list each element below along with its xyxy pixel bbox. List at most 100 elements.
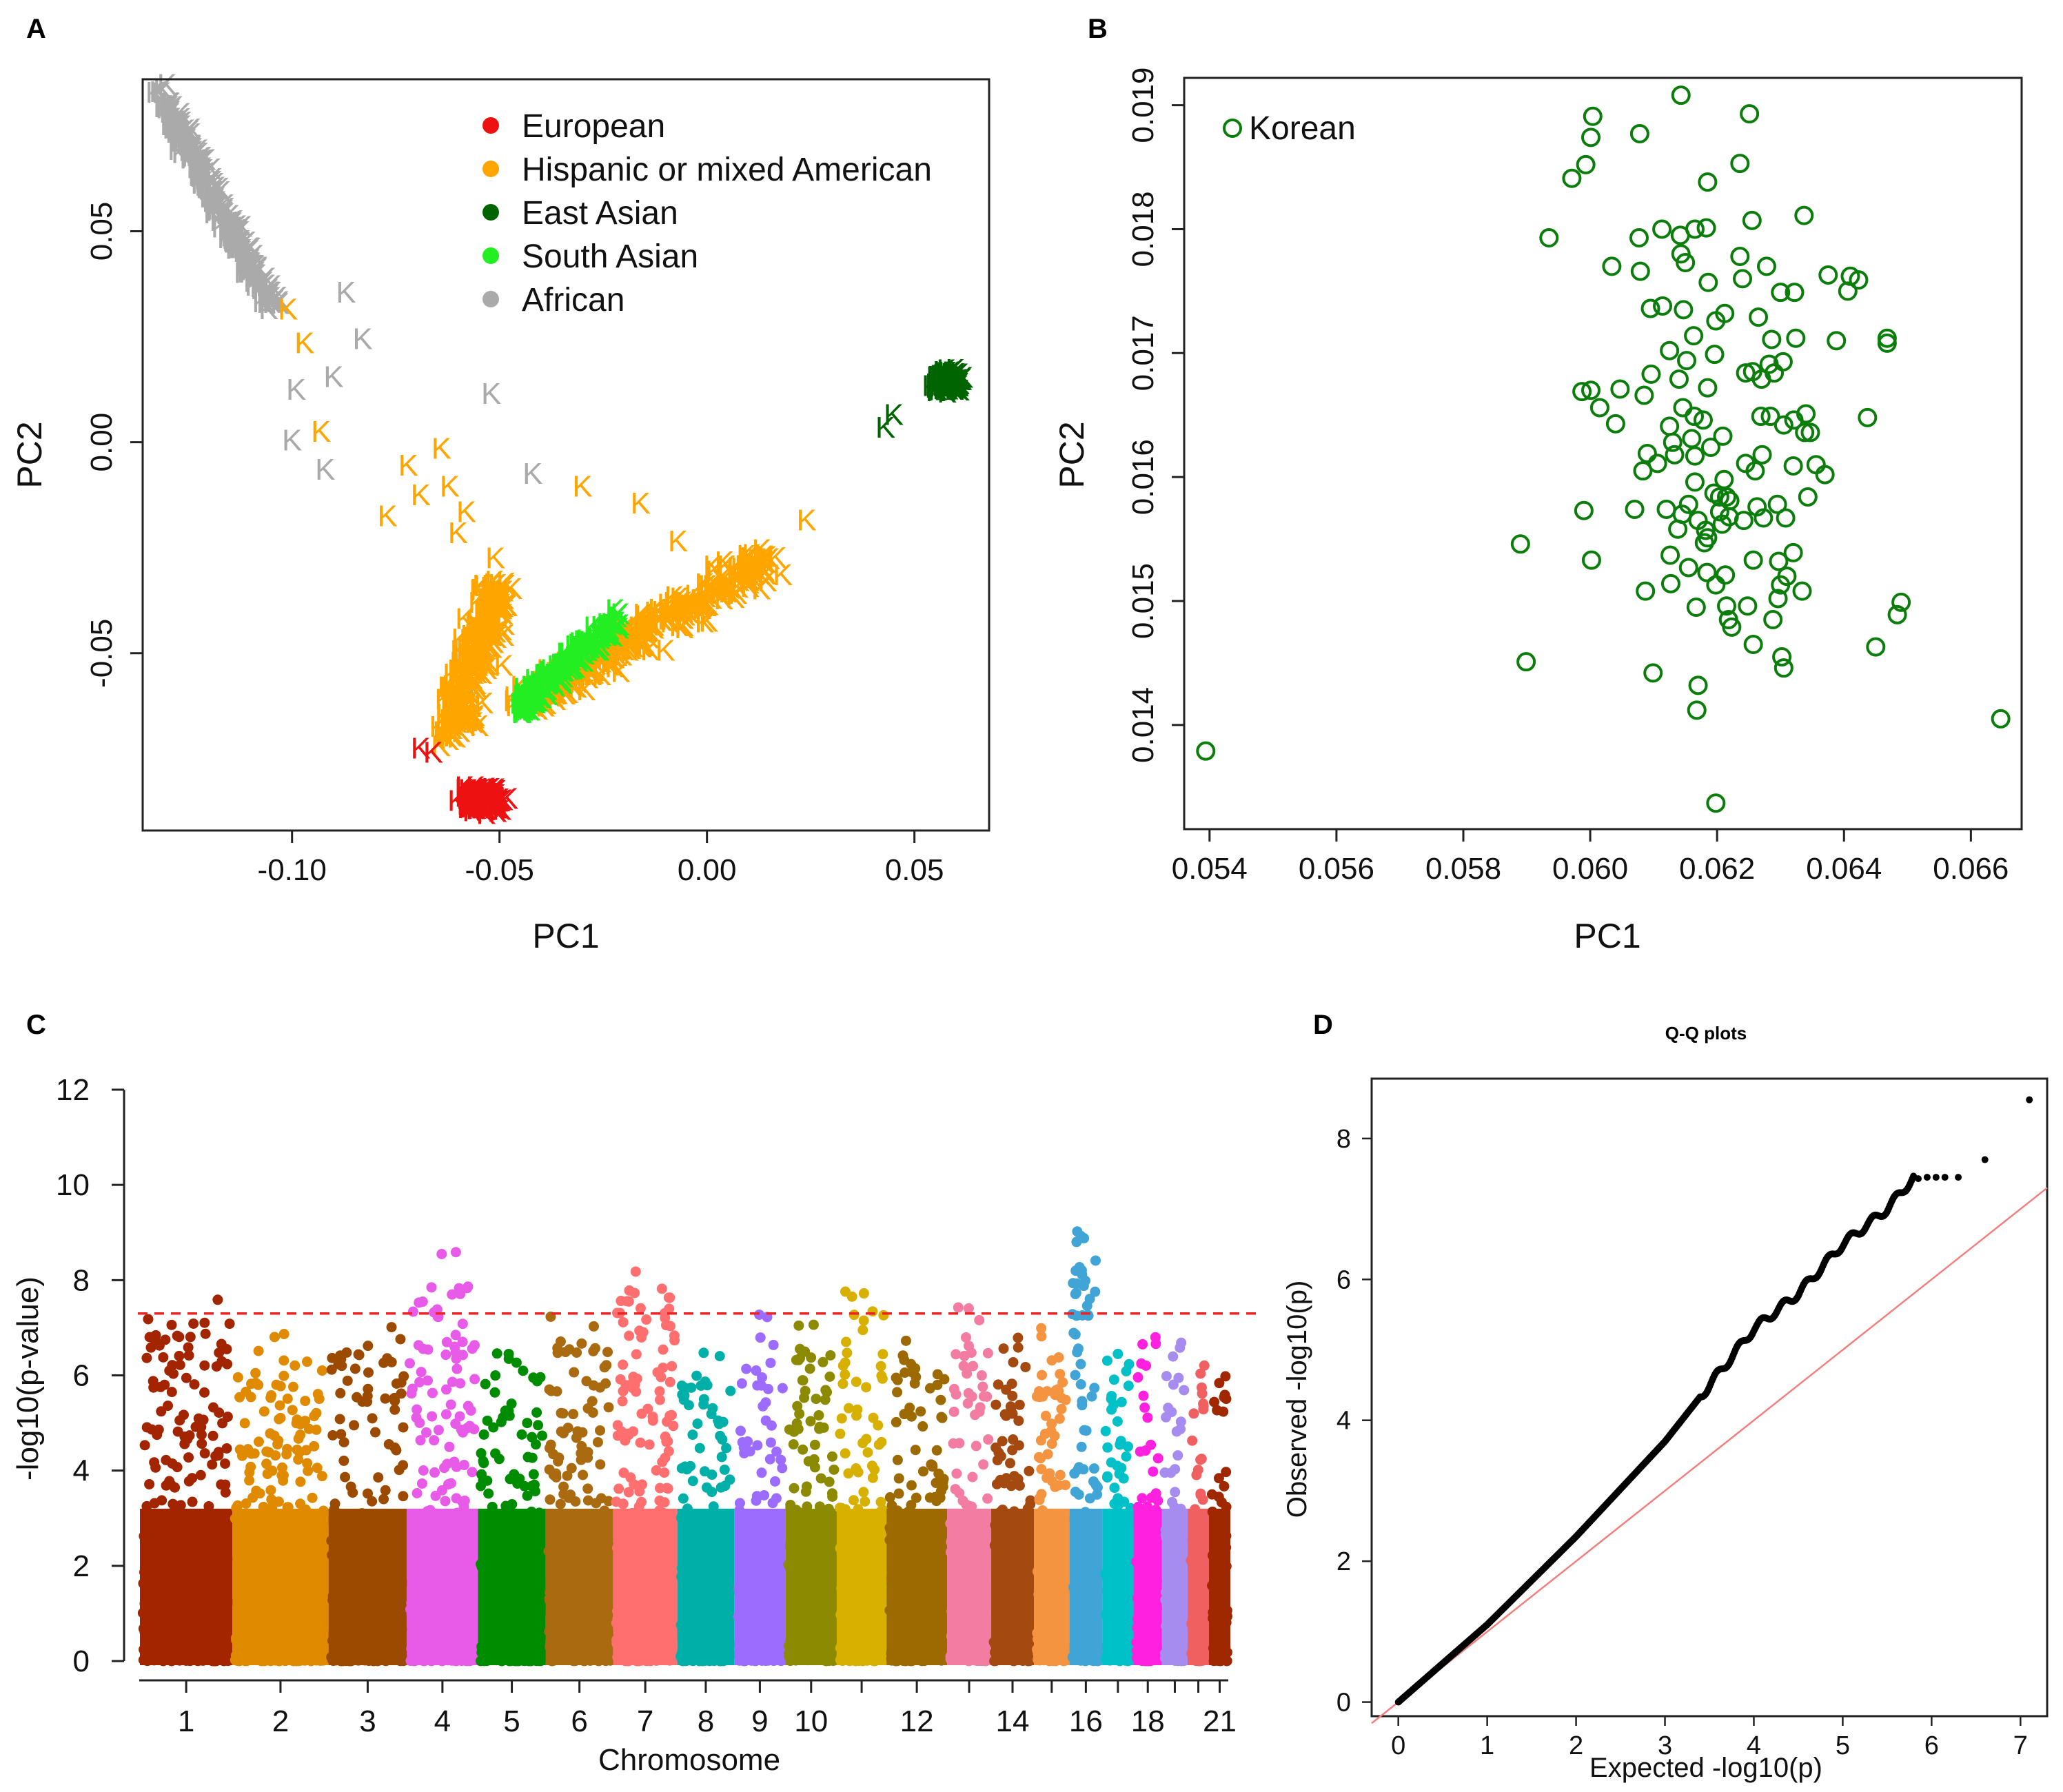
snp-point [1079, 1233, 1090, 1244]
snp-point [1073, 1462, 1084, 1473]
snp-point [667, 1361, 678, 1372]
snp-point [768, 1339, 779, 1350]
snp-point [576, 1338, 587, 1349]
african-k-point: K [234, 256, 254, 290]
snp-point [1167, 1496, 1178, 1507]
snp-point [1170, 1464, 1181, 1475]
outlier-k-point: K [485, 542, 505, 576]
panel-c-x-axis: 1 2 3 4 5 6 7 8 9 10 12 14 16 18 21 [178, 1680, 1237, 1738]
korean-point [1643, 663, 1663, 683]
snp-point [451, 1363, 463, 1374]
snp-point [869, 1464, 880, 1475]
korean-point [1671, 85, 1691, 105]
snp-point [686, 1382, 697, 1393]
snp-point [183, 1342, 194, 1353]
snp-point [447, 1376, 458, 1387]
snp-point [835, 1428, 846, 1439]
snp-point [1086, 1391, 1097, 1402]
african-k-point: K [263, 276, 283, 309]
snp-dense-band [886, 1508, 948, 1665]
snp-point [303, 1465, 314, 1476]
korean-point [1786, 328, 1806, 348]
snp-point [582, 1483, 593, 1494]
snp-point [334, 1414, 345, 1425]
snp-point [990, 1442, 1002, 1453]
south-asian-k-point: K [563, 651, 583, 684]
snp-point [612, 1420, 623, 1431]
x-tick-label: 0.056 [1299, 852, 1374, 886]
snp-point [200, 1328, 211, 1339]
snp-point [338, 1436, 349, 1447]
snp-point [664, 1376, 675, 1387]
snp-point [265, 1485, 276, 1496]
korean-point [1688, 675, 1708, 695]
y-tick-label: 0 [73, 1645, 90, 1678]
snp-point [578, 1469, 589, 1480]
korean-point [1991, 709, 2011, 729]
snp-point [187, 1496, 198, 1507]
snp-point [1075, 1358, 1086, 1370]
snp-point [642, 1403, 653, 1414]
snp-point [595, 1425, 606, 1436]
snp-point [770, 1476, 781, 1487]
snp-point [1168, 1379, 1179, 1390]
snp-point [1112, 1348, 1124, 1359]
snp-point [826, 1488, 837, 1499]
korean-point [1678, 558, 1698, 578]
snp-point [878, 1310, 889, 1321]
snp-point [990, 1399, 1002, 1410]
snp-point [451, 1353, 462, 1364]
korean-point [1576, 154, 1596, 174]
korean-point [1696, 218, 1716, 238]
snp-point [701, 1482, 712, 1493]
korean-point [1762, 329, 1782, 349]
snp-point [261, 1458, 272, 1469]
african-k-point: K [155, 90, 175, 123]
snp-point [174, 1350, 185, 1361]
snp-point [1140, 1445, 1151, 1456]
snp-point [893, 1473, 904, 1484]
snp-point [615, 1374, 626, 1385]
snp-point [738, 1442, 749, 1453]
snp-point [1083, 1310, 1094, 1321]
korean-point [1866, 637, 1886, 657]
snp-point [658, 1362, 669, 1373]
legend-marker [482, 161, 499, 177]
african-k-point: K [161, 103, 181, 136]
snp-point [777, 1463, 788, 1474]
outlier-k-point: K [572, 470, 592, 504]
snp-point [840, 1448, 851, 1459]
snp-point [221, 1443, 232, 1454]
snp-point [287, 1405, 298, 1416]
korean-point [1698, 378, 1718, 398]
snp-point [467, 1467, 478, 1478]
snp-point [329, 1498, 341, 1509]
snp-point [301, 1445, 312, 1456]
snp-point [617, 1396, 628, 1407]
african-k-point: K [238, 256, 258, 289]
snp-point [1068, 1278, 1079, 1289]
snp-point [1020, 1361, 1031, 1372]
snp-point [160, 1334, 171, 1345]
panel-a: A KKKKKKKKKKKKKKKKKKKKKKKKKKKKKKKKKKKKKK… [10, 14, 990, 955]
korean-point [1733, 269, 1752, 289]
snp-point [635, 1437, 646, 1448]
african-k-point: K [252, 285, 272, 319]
snp-point [641, 1314, 652, 1325]
snp-point [291, 1418, 302, 1429]
snp-point [327, 1429, 338, 1440]
korean-point [1673, 398, 1693, 418]
snp-point [822, 1387, 833, 1398]
panel-b-x-label: PC1 [1574, 917, 1640, 955]
african-k-point: K [256, 278, 276, 312]
snp-point [335, 1387, 346, 1398]
snp-point [698, 1394, 709, 1405]
snp-point [558, 1489, 569, 1500]
korean-point [1706, 793, 1726, 813]
african-k-point: K [242, 246, 262, 280]
snp-point [367, 1413, 378, 1424]
african-k-point: K [191, 156, 211, 190]
snp-point [1115, 1436, 1126, 1447]
snp-point [978, 1459, 989, 1470]
snp-point [1148, 1466, 1159, 1477]
